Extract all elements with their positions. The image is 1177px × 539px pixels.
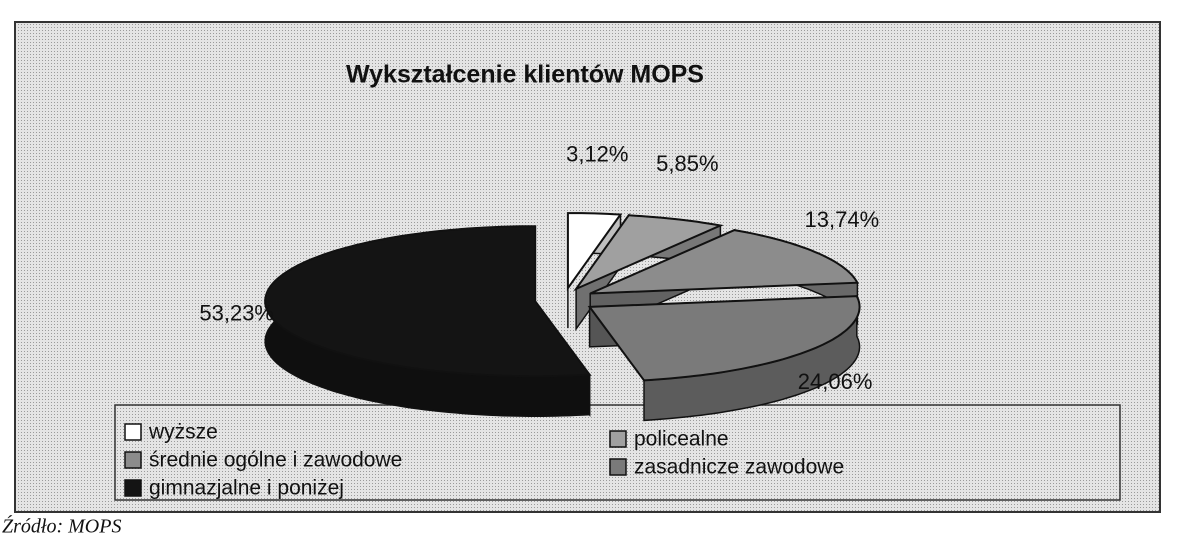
pie-slice bbox=[264, 225, 592, 378]
pie-slice bbox=[566, 212, 623, 292]
legend-label: gimnazjalne i poniżej bbox=[149, 477, 344, 500]
legend-label: zasadnicze zawodowe bbox=[634, 456, 844, 479]
source-note: Źródło: MOPS bbox=[2, 515, 121, 538]
pie-slice bbox=[573, 214, 724, 292]
legend-swatch bbox=[609, 430, 627, 448]
data-label: 13,74% bbox=[805, 207, 880, 232]
data-label: 5,85% bbox=[656, 151, 718, 176]
plot-frame bbox=[14, 21, 1161, 513]
legend-swatch bbox=[609, 458, 627, 476]
legend-label: policealne bbox=[634, 428, 729, 451]
data-label: 53,23% bbox=[199, 301, 274, 326]
pie-slice bbox=[587, 295, 861, 382]
legend-label: wyższe bbox=[148, 421, 218, 444]
legend-swatch bbox=[124, 479, 142, 497]
chart-title: Wykształcenie klientów MOPS bbox=[346, 61, 704, 89]
data-label: 24,06% bbox=[798, 369, 873, 394]
legend-label: średnie ogólne i zawodowe bbox=[149, 449, 402, 472]
legend-swatch bbox=[124, 451, 142, 469]
legend-frame bbox=[114, 404, 1121, 501]
legend-swatch bbox=[124, 423, 142, 441]
data-label: 3,12% bbox=[566, 142, 628, 167]
pie-slice bbox=[589, 229, 860, 295]
